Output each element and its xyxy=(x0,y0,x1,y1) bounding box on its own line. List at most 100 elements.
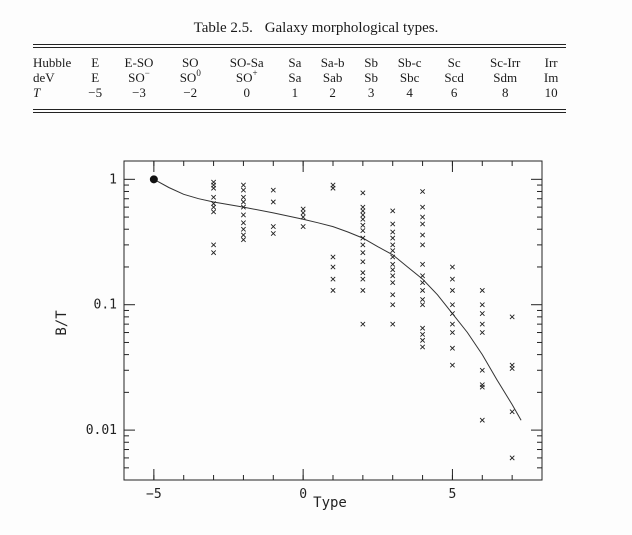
cell-dev: Sa xyxy=(282,70,309,85)
data-points xyxy=(211,179,515,461)
data-point xyxy=(449,321,455,327)
cell-hubble: Irr xyxy=(544,55,558,70)
data-point xyxy=(240,204,246,210)
data-point xyxy=(390,229,396,235)
cell-t: 6 xyxy=(450,85,458,100)
data-point xyxy=(479,330,485,336)
morphology-table: Hubble E E-SO SO SO-Sa Sa Sa-b Sb Sb-c S… xyxy=(33,55,566,100)
x-tick-label: 5 xyxy=(449,487,457,502)
data-point xyxy=(420,337,426,343)
table-bottom-rule xyxy=(33,109,566,110)
major-ticks xyxy=(124,161,542,480)
cell-hubble: E xyxy=(91,55,100,70)
data-point xyxy=(449,345,455,351)
data-point xyxy=(479,382,485,388)
data-point xyxy=(449,302,455,308)
fit-curve xyxy=(153,178,522,421)
data-point xyxy=(211,242,217,248)
cell-hubble: Sc-Irr xyxy=(490,55,521,70)
data-point xyxy=(211,194,217,200)
cell-dev-sup: + xyxy=(252,67,258,78)
data-point xyxy=(509,365,515,372)
data-point xyxy=(270,187,276,193)
data-point xyxy=(270,230,276,236)
cell-hubble: E-SO xyxy=(124,55,154,70)
cell-dev-sup: − xyxy=(144,67,150,78)
data-point xyxy=(449,287,455,293)
y-tick-label: 1 xyxy=(109,172,117,187)
data-point xyxy=(240,187,246,193)
data-point xyxy=(479,321,485,327)
data-point xyxy=(420,204,426,210)
cell-dev: Sdm xyxy=(474,70,536,85)
data-point xyxy=(360,228,366,234)
data-point xyxy=(390,280,396,286)
data-point xyxy=(300,206,306,212)
data-point xyxy=(509,455,515,461)
data-point xyxy=(390,267,396,273)
data-point xyxy=(360,204,366,210)
data-point xyxy=(330,254,336,260)
data-point xyxy=(211,204,217,210)
y-tick-label: 0.1 xyxy=(94,298,117,313)
data-point xyxy=(360,321,366,327)
cell-dev-base: SO xyxy=(179,70,197,85)
minor-ticks xyxy=(123,161,543,481)
data-point xyxy=(420,221,426,227)
cell-dev: Scd xyxy=(434,70,474,85)
cell-t: 2 xyxy=(329,85,336,100)
data-point xyxy=(360,287,366,293)
data-point xyxy=(479,417,485,423)
data-point xyxy=(240,237,246,243)
data-point xyxy=(211,185,217,191)
cell-dev-base: SO xyxy=(235,70,253,85)
cell-hubble: Sa xyxy=(288,55,302,70)
table-caption-text: Galaxy morphological types. xyxy=(264,20,439,36)
data-point xyxy=(449,276,455,282)
cell-dev: Sbc xyxy=(385,70,434,85)
reference-point xyxy=(149,175,158,184)
data-point xyxy=(330,276,336,282)
data-point xyxy=(390,321,396,327)
cell-dev-base: Sb xyxy=(364,70,379,85)
cell-t: −3 xyxy=(132,85,146,100)
cell-dev: SO+ xyxy=(212,67,282,85)
data-point xyxy=(449,330,455,336)
data-point xyxy=(420,273,426,279)
data-point xyxy=(211,209,217,215)
cell-hubble: Sa-b xyxy=(320,55,345,70)
table-row-hubble: Hubble E E-SO SO SO-Sa Sa Sa-b Sb Sb-c S… xyxy=(33,55,566,70)
data-point xyxy=(420,232,426,238)
data-point xyxy=(240,232,246,238)
row-label-dev: deV xyxy=(33,70,55,85)
cell-dev-base: SO xyxy=(128,70,145,85)
cell-hubble: Sc xyxy=(447,55,461,70)
data-point xyxy=(300,224,306,230)
cell-dev-base: Scd xyxy=(444,70,464,85)
table-row-t: T −5 −3 −2 0 1 2 3 4 6 8 10 xyxy=(33,85,566,100)
data-point xyxy=(360,190,366,196)
data-point xyxy=(390,261,396,267)
data-point xyxy=(360,235,366,241)
cell-dev: Im xyxy=(536,70,566,85)
data-point xyxy=(360,216,366,222)
data-point xyxy=(270,224,276,230)
data-point xyxy=(449,362,455,368)
data-point xyxy=(240,220,246,226)
cell-t: 8 xyxy=(501,85,509,100)
data-point xyxy=(509,409,515,415)
data-point xyxy=(449,311,455,317)
data-point xyxy=(420,280,426,286)
data-point xyxy=(360,259,366,265)
table-bottom-rule-2 xyxy=(33,112,566,113)
cell-t: −5 xyxy=(88,85,103,100)
data-point xyxy=(330,287,336,293)
data-point xyxy=(360,212,366,218)
cell-dev: SO0 xyxy=(169,68,212,85)
data-point xyxy=(420,325,426,331)
data-point xyxy=(330,185,336,191)
data-point xyxy=(360,208,366,214)
data-point xyxy=(240,226,246,232)
data-point xyxy=(420,297,426,303)
